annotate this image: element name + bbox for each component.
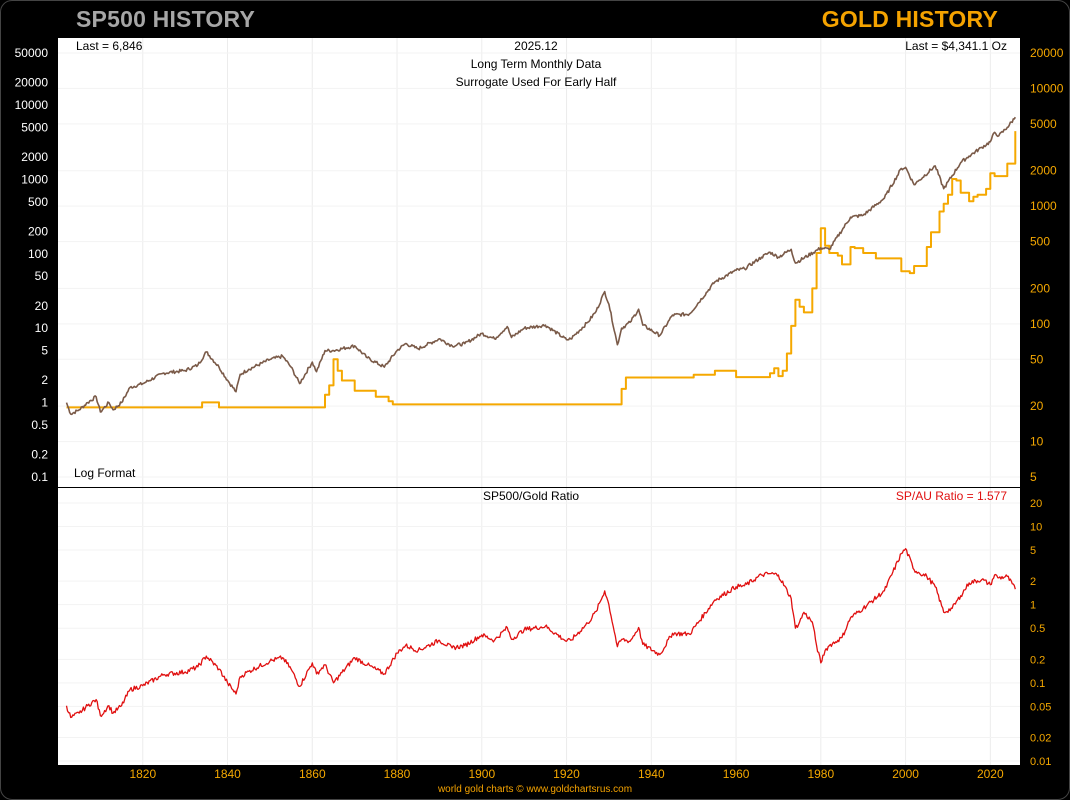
x-axis-tick-1960: 1960 (723, 767, 750, 781)
ratio-title: SP500/Gold Ratio (483, 489, 579, 503)
bottom-panel (58, 488, 1020, 765)
ratio-axis-tick-0.01: 0.01 (1030, 756, 1051, 768)
ratio-axis-tick-10: 10 (1030, 522, 1042, 534)
x-axis-tick-1840: 1840 (214, 767, 241, 781)
x-axis-tick-1980: 1980 (807, 767, 834, 781)
left-axis-tick-10: 10 (35, 321, 49, 335)
left-axis-tick-20: 20 (35, 299, 49, 313)
right-axis-tick-2000: 2000 (1030, 164, 1057, 178)
left-axis-tick-100: 100 (28, 247, 48, 261)
right-axis-tick-100: 100 (1030, 317, 1050, 331)
x-axis-tick-2000: 2000 (892, 767, 919, 781)
ratio-series-line (65, 548, 1016, 719)
left-axis-tick-5000: 5000 (21, 120, 48, 134)
gold-history-title: GOLD HISTORY (821, 6, 998, 32)
left-axis-tick-1: 1 (41, 396, 48, 410)
right-axis-tick-5: 5 (1030, 470, 1037, 484)
left-axis-tick-200: 200 (28, 224, 48, 238)
ratio-axis-tick-5: 5 (1030, 545, 1036, 557)
ratio-axis-tick-0.1: 0.1 (1030, 678, 1045, 690)
ratio-axis-tick-0.05: 0.05 (1030, 701, 1051, 713)
x-axis-tick-1880: 1880 (384, 767, 411, 781)
left-axis-tick-10000: 10000 (15, 98, 49, 112)
left-axis-tick-50000: 50000 (15, 46, 49, 60)
left-axis-tick-0.1: 0.1 (31, 470, 48, 484)
last-gold-label: Last = $4,341.1 Oz (905, 39, 1007, 53)
bottom-grid (58, 488, 1020, 765)
left-axis-tick-0.5: 0.5 (31, 418, 48, 432)
left-axis-tick-2000: 2000 (21, 150, 48, 164)
ratio-axis-tick-0.02: 0.02 (1030, 733, 1051, 745)
x-axis-tick-1860: 1860 (299, 767, 326, 781)
right-axis-tick-10000: 10000 (1030, 81, 1064, 95)
sp500-series-line (65, 116, 1016, 416)
ratio-last-label: SP/AU Ratio = 1.577 (896, 489, 1007, 503)
left-axis-tick-1000: 1000 (21, 172, 48, 186)
top-panel (58, 38, 1020, 487)
x-axis-tick-1920: 1920 (553, 767, 580, 781)
date-label: 2025.12 (514, 39, 558, 53)
last-sp500-label: Last = 6,846 (76, 39, 143, 53)
left-axis-tick-0.2: 0.2 (31, 448, 48, 462)
footer-credit: world gold charts © www.goldchartsrus.co… (437, 784, 633, 795)
right-axis-tick-5000: 5000 (1030, 117, 1057, 131)
gold-series-line (66, 131, 1017, 409)
left-axis-tick-2: 2 (41, 373, 48, 387)
x-axis-tick-1900: 1900 (468, 767, 495, 781)
right-axis-tick-500: 500 (1030, 235, 1050, 249)
sp500-history-title: SP500 HISTORY (76, 6, 256, 32)
left-axis-tick-20000: 20000 (15, 76, 49, 90)
log-format-label: Log Format (74, 466, 136, 480)
left-axis-tick-50: 50 (35, 269, 49, 283)
x-axis-tick-1940: 1940 (638, 767, 665, 781)
right-axis-tick-20: 20 (1030, 399, 1044, 413)
right-axis-tick-10: 10 (1030, 435, 1044, 449)
right-axis-tick-200: 200 (1030, 281, 1050, 295)
series-layer (65, 116, 1017, 719)
x-axis-tick-2020: 2020 (977, 767, 1004, 781)
subtitle-surrogate: Surrogate Used For Early Half (456, 75, 617, 89)
ratio-axis-tick-0.5: 0.5 (1030, 623, 1045, 635)
ratio-axis-tick-0.2: 0.2 (1030, 654, 1045, 666)
right-axis-tick-1000: 1000 (1030, 199, 1057, 213)
right-axis-tick-20000: 20000 (1030, 46, 1064, 60)
ratio-axis-tick-2: 2 (1030, 576, 1036, 588)
subtitle-monthly: Long Term Monthly Data (471, 57, 602, 71)
right-axis-tick-50: 50 (1030, 352, 1044, 366)
left-axis-tick-5: 5 (41, 344, 48, 358)
axis-layer: 5000020000100005000200010005002001005020… (15, 46, 1064, 781)
ratio-axis-tick-1: 1 (1030, 600, 1036, 612)
ratio-axis-tick-20: 20 (1030, 498, 1042, 510)
x-axis-tick-1820: 1820 (129, 767, 156, 781)
left-axis-tick-500: 500 (28, 195, 48, 209)
